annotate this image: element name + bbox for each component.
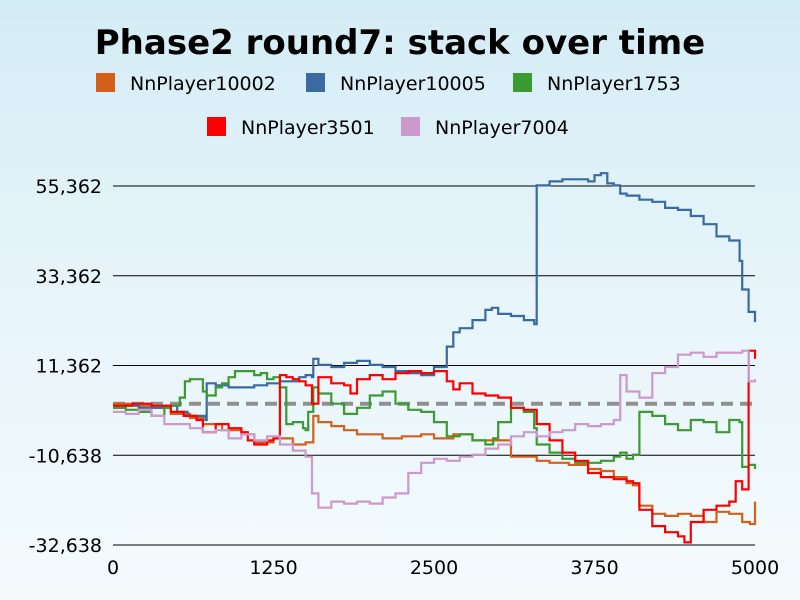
legend-label: NnPlayer7004 (435, 117, 569, 139)
series-line-nnplayer1753 (113, 370, 757, 469)
series-line-nnplayer7004 (113, 349, 757, 509)
x-tick-label: 5000 (731, 557, 779, 579)
legend-swatch (306, 73, 325, 92)
legend-label: NnPlayer10005 (340, 73, 486, 95)
x-axis-ticks: 0 1250 2500 3750 5000 (107, 557, 779, 579)
grid (113, 185, 755, 546)
legend-swatch (207, 117, 226, 136)
y-tick-label: -10,638 (29, 445, 102, 467)
chart-title: Phase2 round7: stack over time (95, 23, 705, 63)
legend: NnPlayer10002 NnPlayer10005 NnPlayer1753 Nn… (96, 73, 681, 139)
legend-label: NnPlayer10002 (130, 73, 276, 95)
legend-swatch (401, 117, 420, 136)
x-tick-label: 3750 (570, 557, 618, 579)
y-tick-label: 11,362 (36, 356, 102, 378)
series-line-nnplayer3501 (113, 349, 757, 544)
y-axis-ticks: 55,362 33,362 11,362 -10,638 -32,638 (29, 176, 102, 557)
y-tick-label: 33,362 (36, 266, 102, 288)
legend-swatch (513, 73, 532, 92)
legend-swatch (96, 73, 115, 92)
x-tick-label: 0 (107, 557, 119, 579)
legend-label: NnPlayer3501 (241, 117, 375, 139)
x-tick-label: 1250 (249, 557, 297, 579)
y-tick-label: -32,638 (29, 535, 102, 557)
x-tick-label: 2500 (410, 557, 458, 579)
legend-label: NnPlayer1753 (547, 73, 681, 95)
series-line-nnplayer10005 (113, 172, 757, 422)
series-group (113, 172, 757, 544)
y-tick-label: 55,362 (36, 176, 102, 198)
